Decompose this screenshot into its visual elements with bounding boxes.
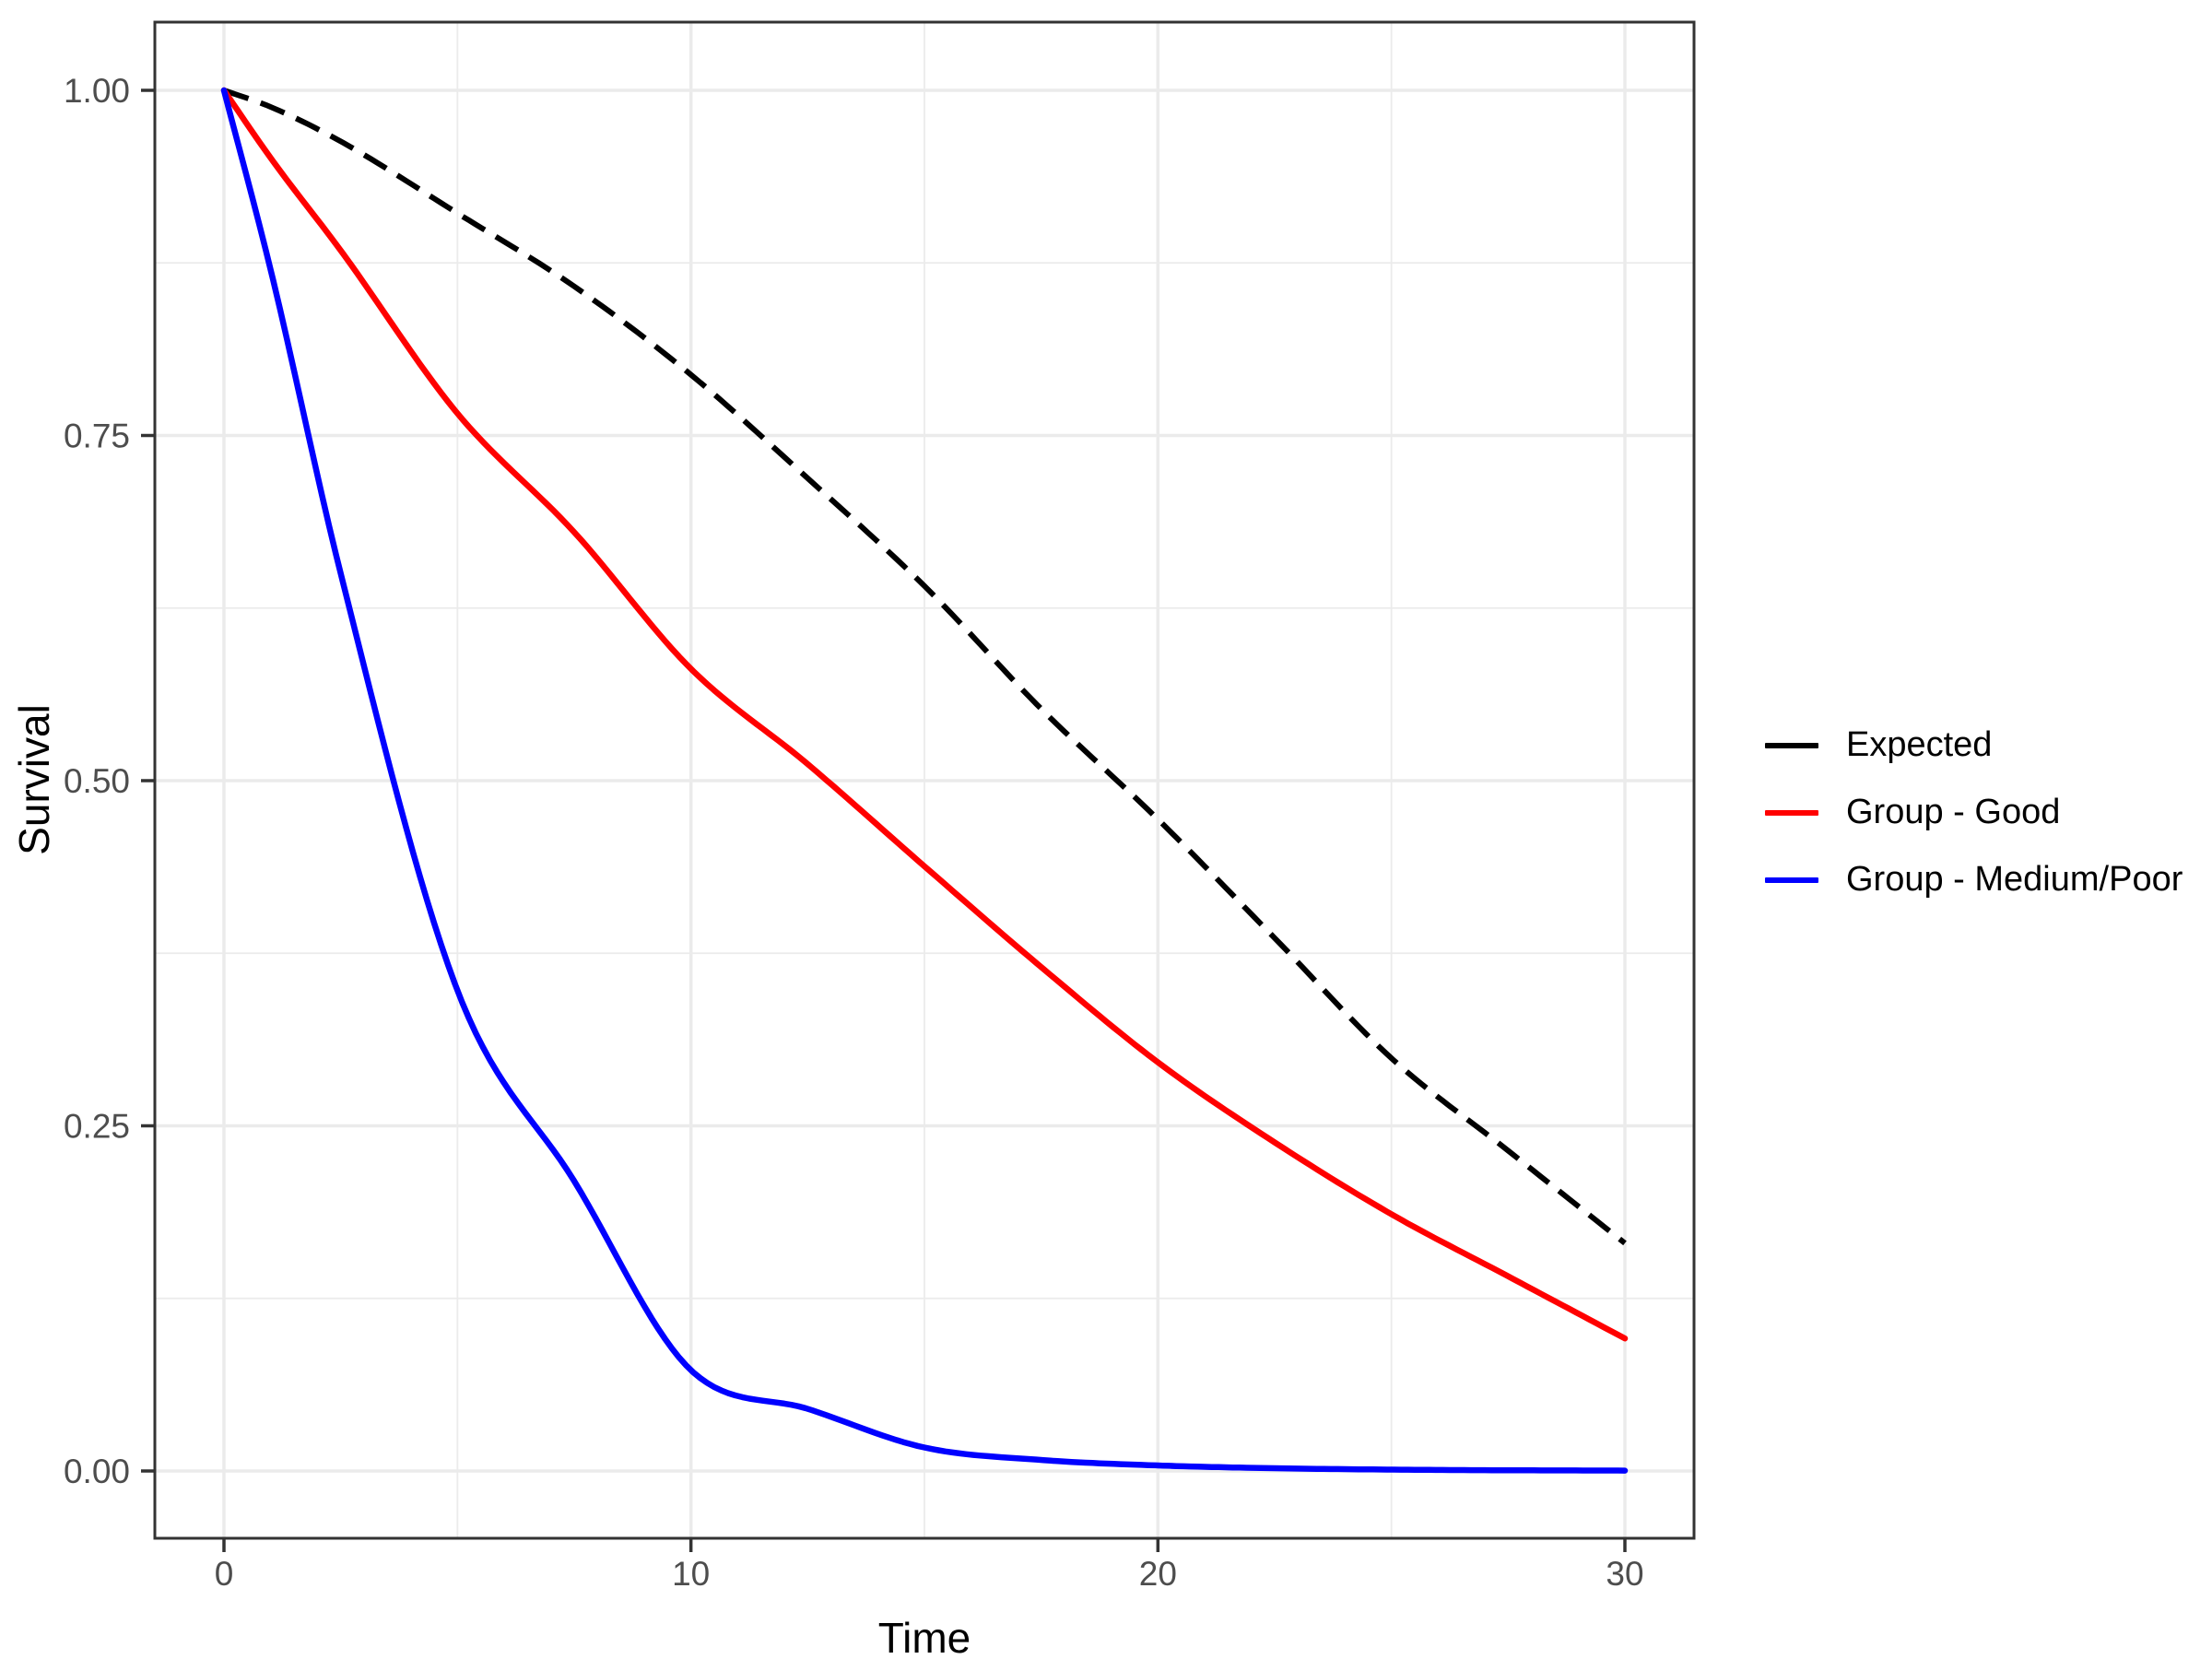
legend-key-group-medium-poor-line (1765, 877, 1818, 883)
major-gridlines (155, 22, 1694, 1538)
curve-group-medium-poor (220, 87, 1629, 1474)
legend-key-group-good-line (1765, 809, 1818, 816)
legend-item-expected: Expected (1765, 712, 2183, 779)
y-tick-label: 0.50 (64, 762, 130, 800)
x-axis-title: Time (877, 1614, 971, 1659)
axis-ticks (141, 88, 1627, 1552)
x-tick-label: 30 (1606, 1555, 1643, 1593)
legend: Expected Group - Good Group - Medium/Poo… (1765, 712, 2183, 913)
survival-curves (220, 87, 1629, 1474)
x-tick-label: 20 (1139, 1555, 1177, 1593)
legend-label-group-good: Group - Good (1846, 793, 2061, 831)
x-tick-label: 10 (672, 1555, 710, 1593)
axis-tick-labels: 0 10 20 30 1.00 0.75 0.50 0.25 0.00 (64, 72, 1644, 1593)
legend-key-expected-line (1765, 742, 1818, 748)
legend-item-group-good: Group - Good (1765, 779, 2183, 846)
y-axis-title: Survival (10, 704, 58, 855)
y-tick-label: 0.00 (64, 1453, 130, 1490)
legend-item-group-medium-poor: Group - Medium/Poor (1765, 846, 2183, 913)
y-tick-label: 0.75 (64, 418, 130, 455)
y-tick-label: 1.00 (64, 72, 130, 110)
y-tick-label: 0.25 (64, 1108, 130, 1146)
curve-expected (223, 88, 1627, 1246)
x-tick-label: 0 (215, 1555, 234, 1593)
curve-group-good (220, 87, 1629, 1342)
legend-label-group-medium-poor: Group - Medium/Poor (1846, 860, 2183, 899)
legend-label-expected: Expected (1846, 725, 1993, 764)
